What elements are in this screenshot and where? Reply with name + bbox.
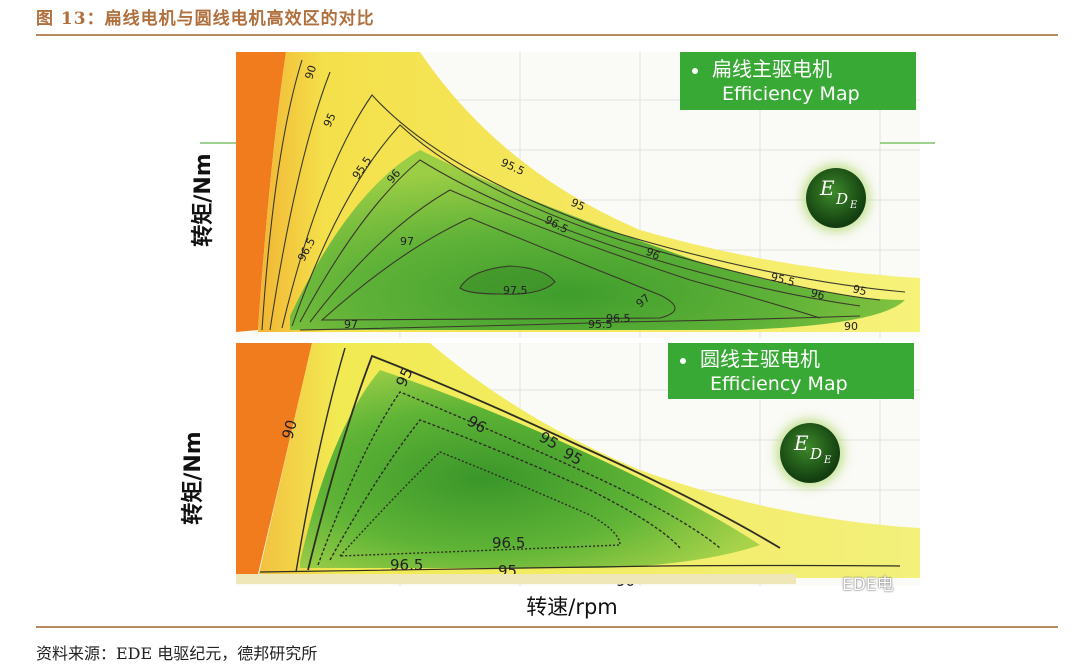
bottom-contour-lines bbox=[259, 347, 901, 573]
bottom-green-region bbox=[300, 370, 760, 568]
bottom-panel: 90 95 96 95 95 96.5 96.5 95 90 转矩/Nm 转速/… bbox=[180, 343, 920, 619]
top-legend-line1: 扁线主驱电机 bbox=[712, 57, 832, 81]
top-low-efficiency-region bbox=[236, 52, 286, 332]
bottom-low-efficiency-region bbox=[236, 343, 312, 576]
bottom-ede-logo-icon: E D E bbox=[780, 423, 840, 483]
legend-bullet-icon bbox=[680, 357, 686, 364]
bottom-contour-label: 90 bbox=[278, 418, 300, 441]
bottom-contour-label: 96.5 bbox=[492, 534, 525, 552]
top-contour-label: 95 bbox=[569, 196, 587, 214]
bottom-y-axis-label: 转矩/Nm bbox=[180, 431, 206, 524]
top-contour-label: 95.5 bbox=[588, 318, 613, 331]
x-axis-label: 转速/rpm bbox=[526, 595, 618, 619]
legend-bullet-icon bbox=[692, 67, 698, 74]
top-contour-label: 95 bbox=[321, 111, 339, 129]
source-rule bbox=[36, 626, 1058, 628]
top-contour-label: 96 bbox=[809, 286, 826, 302]
top-ede-logo-icon: E D E bbox=[806, 168, 866, 228]
watermark: EDE电 bbox=[842, 575, 894, 595]
bottom-legend-line1: 圆线主驱电机 bbox=[700, 347, 820, 371]
figure-source: 资料来源：EDE 电驱纪元，德邦研究所 bbox=[36, 644, 318, 663]
top-contour-label: 90 bbox=[844, 320, 858, 333]
bottom-contour-label: 96.5 bbox=[390, 556, 423, 574]
bottom-legend-line2: Efficiency Map bbox=[710, 373, 848, 395]
top-legend: 扁线主驱电机 Efficiency Map bbox=[680, 52, 916, 110]
figure-title: 图 13：扁线电机与圆线电机高效区的对比 bbox=[36, 9, 375, 29]
top-contour-label: 97 bbox=[344, 318, 358, 331]
top-y-axis-label: 转矩/Nm bbox=[190, 153, 216, 246]
top-contour-label: 90 bbox=[302, 64, 319, 81]
bottom-legend: 圆线主驱电机 Efficiency Map bbox=[668, 343, 914, 399]
title-rule bbox=[36, 34, 1058, 36]
top-contour-label: 96.5 bbox=[606, 312, 631, 325]
top-contour-label: 97.5 bbox=[503, 284, 528, 297]
bottom-axis-base bbox=[236, 574, 796, 584]
top-contour-label: 97 bbox=[400, 235, 414, 248]
top-contour-label: 96 bbox=[644, 245, 662, 263]
top-legend-line2: Efficiency Map bbox=[722, 83, 860, 105]
top-contour-label: 95.5 bbox=[769, 270, 796, 289]
top-contour-label: 95 bbox=[851, 282, 868, 298]
top-contour-lines bbox=[261, 59, 906, 331]
